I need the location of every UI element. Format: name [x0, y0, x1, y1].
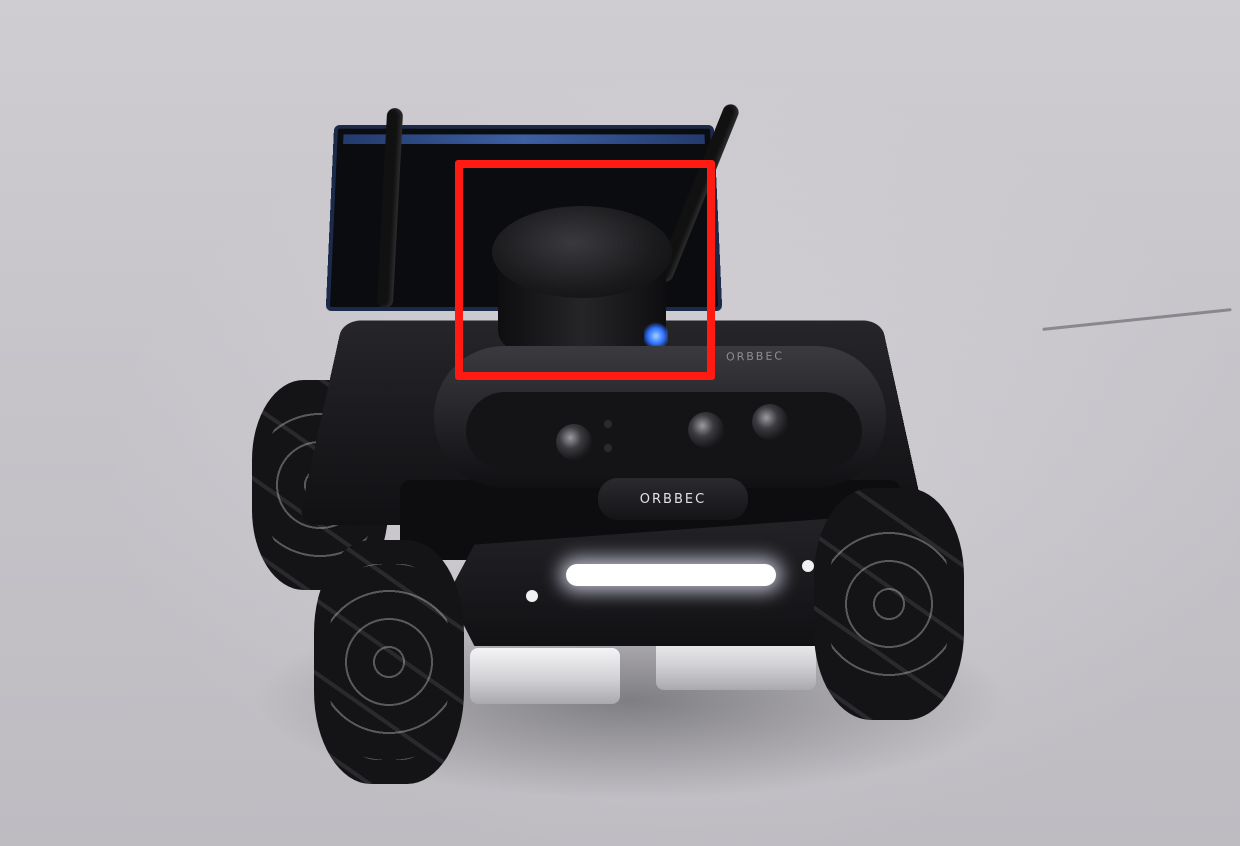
front-left-mecanum-wheel — [314, 540, 464, 784]
camera-sensor-dot — [604, 444, 612, 452]
depth-camera-face — [466, 392, 862, 470]
front-right-mecanum-wheel — [814, 488, 964, 720]
bumper-led-right — [802, 560, 814, 572]
camera-brand-label: ORBBEC — [640, 492, 706, 507]
left-motor — [470, 648, 620, 704]
lidar-highlight-box — [455, 160, 715, 380]
camera-lens-center — [688, 412, 724, 448]
camera-lens-right — [752, 404, 788, 440]
camera-sensor-dot — [604, 420, 612, 428]
front-light-bar — [566, 564, 776, 586]
camera-lens-left — [556, 424, 592, 460]
bumper-led-left — [526, 590, 538, 602]
camera-brand-top: ORBBEC — [726, 349, 784, 363]
camera-brand-plate: ORBBEC — [598, 478, 748, 520]
